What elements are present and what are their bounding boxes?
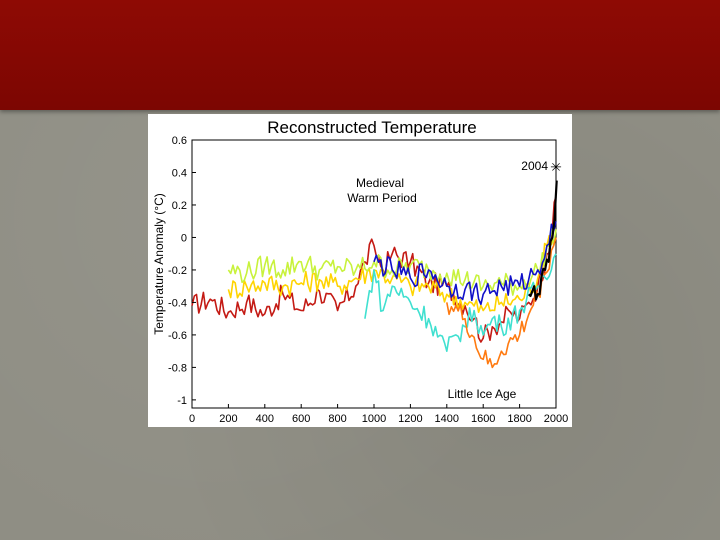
annotation-medieval: Medieval [356, 176, 404, 190]
y-tick-label: 0.2 [172, 200, 187, 212]
y-axis-label: Temperature Anomaly (°C) [152, 193, 166, 335]
annotation-warm-period: Warm Period [347, 191, 417, 205]
x-tick-label: 1800 [507, 413, 531, 425]
series-layer [191, 180, 558, 369]
x-tick-label: 1400 [435, 413, 459, 425]
x-tick-label: 1000 [362, 413, 386, 425]
y-tick-label: -0.8 [168, 362, 187, 374]
chart-title: Reconstructed Temperature [267, 118, 476, 137]
x-tick-label: 600 [292, 413, 310, 425]
annotation-little-ice-age: Little Ice Age [448, 387, 517, 401]
series-line-3 [364, 253, 557, 352]
slide-title-band [0, 0, 720, 110]
y-tick-label: -0.6 [168, 330, 187, 342]
x-tick-label: 800 [328, 413, 346, 425]
annotation-year-2004: 2004 [521, 159, 548, 173]
y-tick-label: -0.4 [168, 297, 187, 309]
tick-layer: 0 200 400 600 800 1000 1200 1400 1600 1800 2000 0.6… [168, 135, 568, 425]
y-tick-label: -0.2 [168, 265, 187, 277]
series-line-4 [373, 221, 557, 306]
y-tick-label: 0 [181, 232, 187, 244]
series-line-6 [527, 180, 558, 301]
x-tick-label: 1200 [398, 413, 422, 425]
y-tick-label: 0.6 [172, 135, 187, 147]
x-tick-label: 200 [219, 413, 237, 425]
x-tick-label: 1600 [471, 413, 495, 425]
y-tick-label: 0.4 [172, 167, 187, 179]
temperature-chart: Reconstructed Temperature Temperature An… [152, 118, 568, 425]
x-tick-label: 2000 [544, 413, 568, 425]
series-line-1 [227, 220, 557, 313]
chart-frame: Reconstructed Temperature Temperature An… [148, 114, 572, 427]
annotation-star-icon: ✳ [550, 159, 562, 175]
y-tick-label: -1 [177, 395, 187, 407]
series-line-0 [191, 196, 557, 343]
x-tick-label: 0 [189, 413, 195, 425]
x-tick-label: 400 [256, 413, 274, 425]
